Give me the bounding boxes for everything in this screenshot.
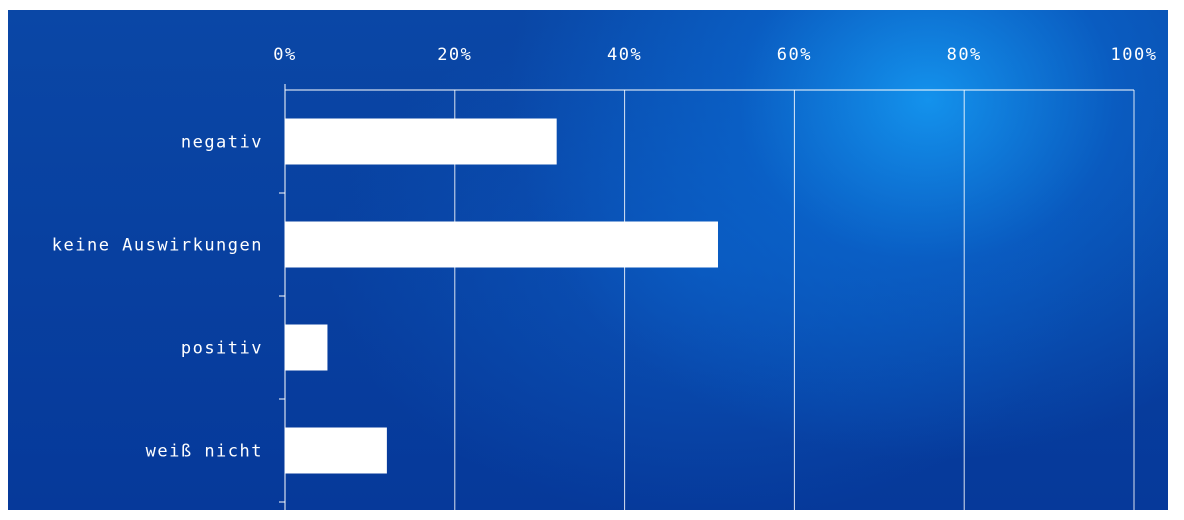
x-tick-label: 60% <box>777 45 812 65</box>
chart-panel: 0% 20% 40% 60% 80% 100% negativ keine Auswirku… <box>8 10 1168 510</box>
bar <box>285 118 557 165</box>
bars <box>285 118 718 474</box>
bar <box>285 324 328 371</box>
x-tick-label: 80% <box>947 45 982 65</box>
x-tick-label: 20% <box>437 45 472 65</box>
category-labels: negativ keine Auswirkungen positiv weiß nic… <box>52 133 263 462</box>
bar <box>285 427 387 474</box>
x-tick-label: 40% <box>607 45 642 65</box>
x-tick-label: 0% <box>273 45 296 65</box>
bar <box>285 221 718 268</box>
x-tick-label: 100% <box>1111 45 1158 65</box>
category-label: weiß nicht <box>146 442 263 462</box>
x-axis-ticks: 0% 20% 40% 60% 80% 100% <box>273 45 1158 65</box>
category-label: positiv <box>181 339 263 359</box>
gridlines <box>454 90 1135 510</box>
category-label: keine Auswirkungen <box>52 236 263 256</box>
bar-chart: 0% 20% 40% 60% 80% 100% negativ keine Auswirku… <box>52 45 1158 510</box>
category-label: negativ <box>181 133 263 153</box>
